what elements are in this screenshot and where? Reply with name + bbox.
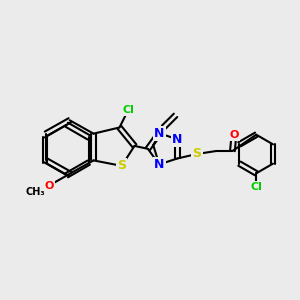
Text: N: N <box>154 158 164 171</box>
Text: CH₃: CH₃ <box>26 187 45 196</box>
Text: S: S <box>192 148 201 160</box>
Text: S: S <box>117 159 126 172</box>
Text: O: O <box>229 130 239 140</box>
Text: N: N <box>172 133 183 146</box>
Text: O: O <box>44 181 54 191</box>
Text: Cl: Cl <box>122 105 134 115</box>
Text: N: N <box>154 127 164 140</box>
Text: Cl: Cl <box>250 182 262 192</box>
